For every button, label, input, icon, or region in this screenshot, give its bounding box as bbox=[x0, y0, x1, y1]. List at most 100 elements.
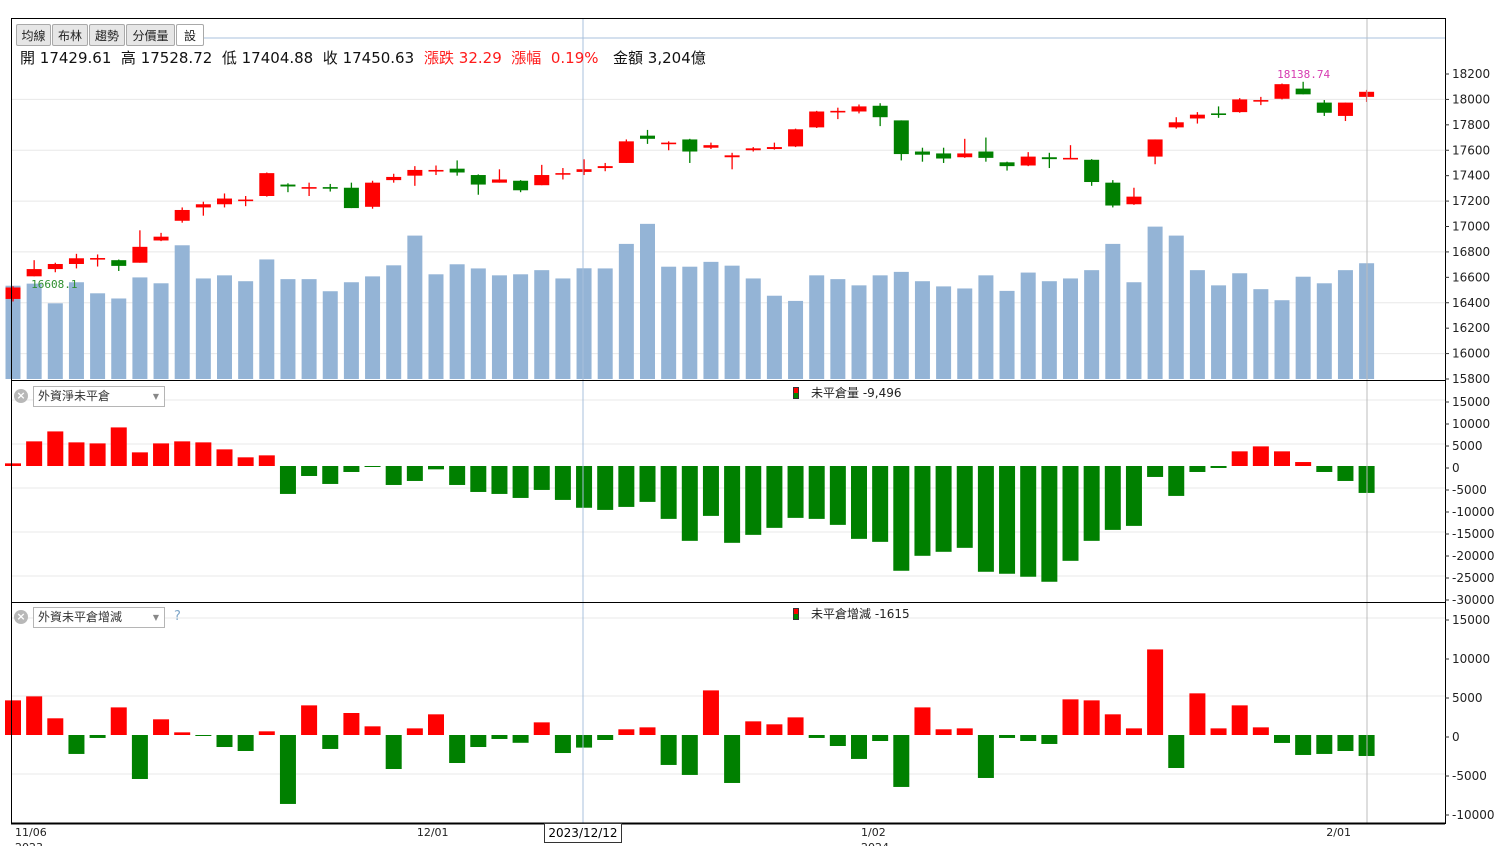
oi-change-axis-label: 10000 bbox=[1452, 652, 1490, 666]
open-value: 17429.61 bbox=[39, 49, 112, 67]
date-axis-label: 12/01 bbox=[417, 826, 449, 839]
volume-bar bbox=[280, 279, 296, 379]
bollinger-button[interactable]: 布林 bbox=[52, 24, 88, 46]
oi-change-bar bbox=[1210, 728, 1227, 735]
candle-body bbox=[1147, 139, 1163, 157]
volume-profile-button[interactable]: 分價量 bbox=[126, 24, 175, 46]
candle-body bbox=[809, 111, 825, 128]
trend-button[interactable]: 趨勢 bbox=[89, 24, 125, 46]
candle-body bbox=[872, 105, 888, 118]
oi-net-bar bbox=[68, 442, 85, 466]
candle-body bbox=[745, 148, 761, 151]
oi-net-bar bbox=[279, 466, 296, 494]
candle-body bbox=[153, 236, 169, 241]
oi-change-bar bbox=[279, 735, 296, 804]
candle-body bbox=[322, 187, 338, 189]
candle-body bbox=[407, 169, 423, 176]
oi-change-bar bbox=[1125, 728, 1142, 735]
ohlc-readout: 開 17429.61 高 17528.72 低 17404.88 收 17450… bbox=[20, 48, 414, 68]
price-axis-label: 18000 bbox=[1452, 92, 1490, 106]
oi-change-bar bbox=[343, 713, 360, 735]
oi-change-bar bbox=[893, 735, 910, 787]
volume-bar bbox=[1316, 283, 1332, 379]
volume-bar bbox=[555, 278, 571, 379]
date-axis-year: 2023 bbox=[15, 841, 43, 846]
oi-change-legend-text: 未平倉增減 -1615 bbox=[811, 607, 910, 621]
oi-change-bar bbox=[174, 732, 191, 735]
oi-net-bar bbox=[724, 466, 741, 543]
volume-bar bbox=[682, 266, 698, 379]
change-value: 32.29 bbox=[458, 49, 502, 67]
oi-change-bars bbox=[5, 649, 1375, 804]
volume-bar bbox=[428, 274, 444, 379]
ma-button[interactable]: 均線 bbox=[16, 24, 51, 46]
oi-axis-label: 5000 bbox=[1452, 439, 1483, 453]
oi-net-bar bbox=[639, 466, 656, 502]
oi-net-bar bbox=[851, 466, 867, 539]
candle-body bbox=[1337, 102, 1353, 116]
date-axis-year: 2024 bbox=[861, 841, 889, 846]
volume-bar bbox=[830, 279, 846, 379]
oi-change-bar bbox=[428, 714, 444, 735]
oi-change-bar bbox=[1041, 735, 1058, 744]
oi-net-bar bbox=[258, 455, 275, 466]
oi-change-bar bbox=[195, 735, 212, 736]
oi-net-bar bbox=[110, 427, 127, 466]
oi-change-bar bbox=[1168, 735, 1185, 768]
volume-bar bbox=[386, 265, 402, 379]
help-icon[interactable]: ? bbox=[174, 609, 181, 624]
volume-bar bbox=[195, 278, 211, 379]
candle-body bbox=[449, 168, 465, 173]
oi-net-bar bbox=[787, 466, 804, 518]
oi-change-bar bbox=[301, 705, 318, 735]
oi-net-bar bbox=[576, 466, 593, 508]
volume-bar bbox=[661, 266, 677, 379]
oi-net-bar bbox=[364, 466, 381, 467]
oi-change-bar bbox=[1147, 649, 1164, 735]
oi-net-bar bbox=[491, 466, 508, 494]
volume-bar bbox=[957, 288, 973, 379]
oi-change-bar bbox=[808, 735, 825, 738]
oi-net-bar bbox=[893, 466, 910, 571]
oi-net-bar bbox=[216, 449, 233, 466]
volume-bar bbox=[1105, 243, 1121, 379]
crosshair-date-label: 2023/12/12 bbox=[544, 823, 622, 843]
volume-bar bbox=[1189, 270, 1205, 379]
oi-net-bar bbox=[1337, 466, 1354, 481]
candle-body bbox=[682, 139, 698, 152]
oi-change-indicator-select[interactable]: 外資未平倉增減 ▼ bbox=[33, 607, 165, 628]
volume-bar bbox=[111, 298, 127, 379]
candle-body bbox=[5, 287, 21, 299]
oi-axis-label: 15000 bbox=[1452, 395, 1490, 409]
candle-body bbox=[513, 180, 529, 191]
close-pane-oi-icon[interactable]: × bbox=[14, 389, 28, 403]
price-axis-label: 17600 bbox=[1452, 143, 1490, 157]
candle-body bbox=[1020, 156, 1036, 166]
volume-bars bbox=[5, 223, 1375, 379]
candle-body bbox=[26, 269, 42, 277]
candle-body bbox=[174, 209, 190, 221]
oi-indicator-select[interactable]: 外資淨未平倉 ▼ bbox=[33, 386, 165, 407]
oi-net-bar bbox=[681, 466, 698, 541]
oi-net-bar bbox=[1316, 466, 1333, 472]
oi-change-legend: 未平倉增減 -1615 bbox=[793, 606, 910, 622]
volume-bar bbox=[259, 259, 275, 379]
oi-change-bar bbox=[131, 735, 148, 779]
candle-body bbox=[640, 135, 655, 139]
candle-body bbox=[618, 141, 634, 163]
candle-body bbox=[470, 175, 486, 185]
volume-bar bbox=[449, 264, 465, 379]
candle-body bbox=[1063, 157, 1078, 160]
close-pane-oi-change-icon[interactable]: × bbox=[14, 610, 28, 624]
volume-bar bbox=[1274, 300, 1290, 379]
oi-change-bar bbox=[1337, 735, 1354, 751]
chevron-down-icon: ▼ bbox=[152, 392, 159, 401]
oi-net-bar bbox=[999, 466, 1016, 574]
settings-button[interactable]: 設 bbox=[176, 24, 204, 46]
volume-bar bbox=[618, 243, 634, 379]
oi-legend-text: 未平倉量 -9,496 bbox=[811, 386, 902, 400]
candle-body bbox=[1211, 113, 1227, 115]
volume-bar bbox=[1084, 270, 1100, 379]
price-axis-label: 16600 bbox=[1452, 270, 1490, 284]
